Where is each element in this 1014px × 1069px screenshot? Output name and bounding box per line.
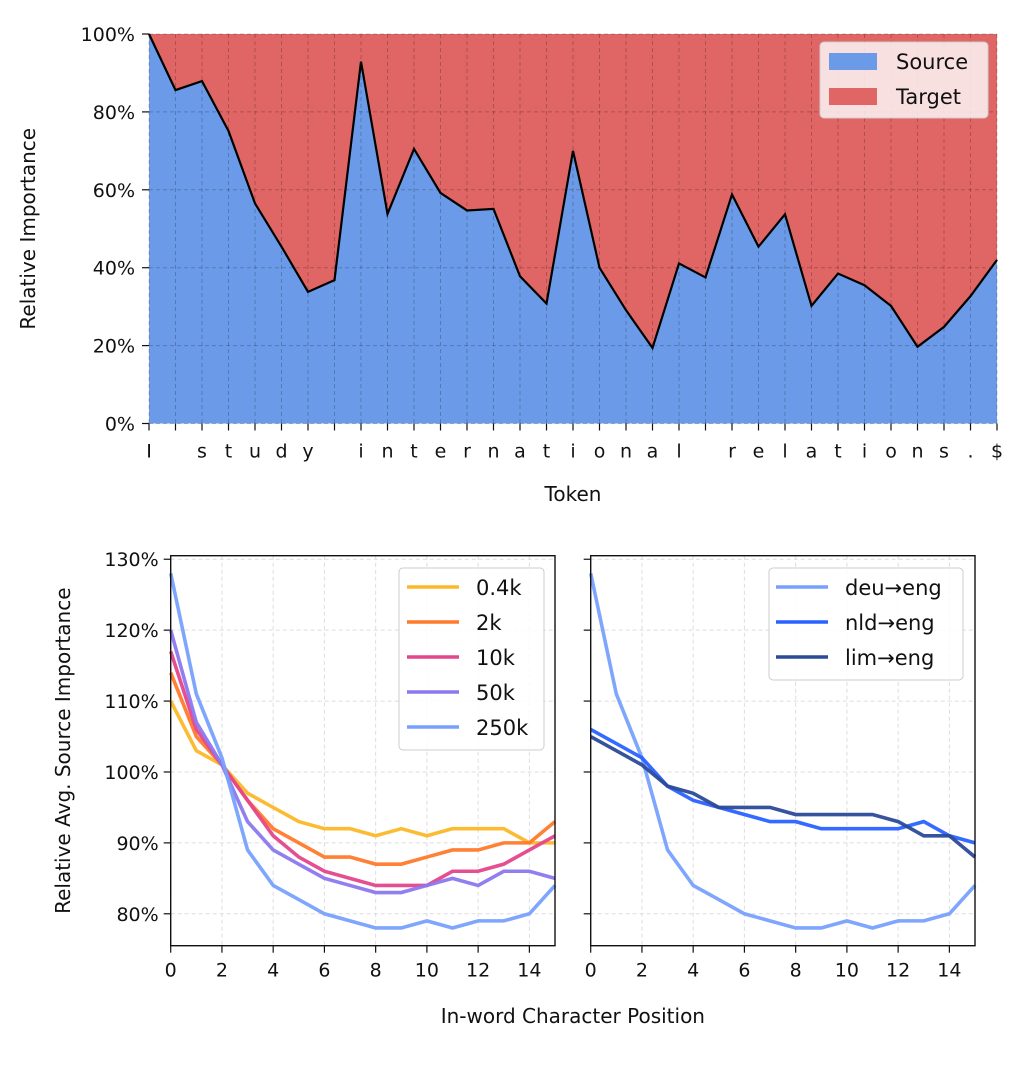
y-tick-label: 0% bbox=[105, 414, 135, 436]
x-tick-label: 12 bbox=[466, 960, 490, 982]
x-tick-label: t bbox=[225, 441, 232, 463]
legend-swatch-source bbox=[829, 53, 877, 70]
legend-label: 2k bbox=[476, 611, 502, 635]
y-tick-label: 100% bbox=[81, 24, 135, 46]
x-tick-label: o bbox=[885, 441, 897, 463]
x-tick-label: 8 bbox=[790, 960, 802, 982]
legend-swatch-target bbox=[829, 88, 877, 105]
x-tick-label: n bbox=[487, 441, 499, 463]
x-tick-label: e bbox=[435, 441, 447, 463]
bottom-left-line-chart: 0 2 4 6 8 10 12 14 80% 90% 100% 110% 120% 130% 0.4k 2k 1… bbox=[51, 549, 705, 1028]
x-tick-label: 6 bbox=[318, 960, 330, 982]
legend-label: deu→eng bbox=[845, 576, 942, 600]
x-axis-label: In-word Character Position bbox=[441, 1004, 705, 1028]
y-tick-label: 20% bbox=[93, 336, 135, 358]
x-tick-label: . bbox=[967, 441, 973, 463]
x-tick-label: 2 bbox=[216, 960, 228, 982]
x-axis-label: Token bbox=[544, 482, 602, 506]
x-tick-label: r bbox=[728, 441, 736, 463]
y-tick-label: 80% bbox=[93, 102, 135, 124]
x-tick-label: 2 bbox=[636, 960, 648, 982]
x-tick-label: a bbox=[806, 441, 818, 463]
series-line-0-4k bbox=[169, 700, 555, 845]
x-tick-label: l bbox=[782, 441, 787, 463]
x-tick-label: 4 bbox=[267, 960, 279, 982]
x-tick-label: 8 bbox=[370, 960, 382, 982]
x-tick-label: t bbox=[543, 441, 550, 463]
legend-label-source: Source bbox=[896, 50, 968, 74]
series-line-lim-eng bbox=[589, 734, 977, 859]
legend-label: 0.4k bbox=[476, 576, 522, 600]
x-tick-label: n bbox=[911, 441, 923, 463]
x-tick-label: 0 bbox=[165, 960, 177, 982]
x-tick-label: t bbox=[834, 441, 841, 463]
x-tick-label: 10 bbox=[415, 960, 439, 982]
y-tick-label: 90% bbox=[116, 833, 158, 855]
legend-label: lim→eng bbox=[845, 646, 934, 670]
x-tick-label: e bbox=[753, 441, 765, 463]
legend-label-target: Target bbox=[895, 85, 961, 109]
x-tick-label: u bbox=[249, 441, 261, 463]
series-line-250k bbox=[168, 573, 557, 930]
x-tick-label: n bbox=[620, 441, 632, 463]
series-line-nld-eng bbox=[589, 727, 976, 845]
x-tick-label: 12 bbox=[886, 960, 910, 982]
x-tick-label: 14 bbox=[517, 960, 541, 982]
x-tick-label: t bbox=[410, 441, 417, 463]
y-tick-label: 60% bbox=[93, 180, 135, 202]
x-tick-label: l bbox=[676, 441, 681, 463]
x-tick-label: o bbox=[594, 441, 606, 463]
x-tick-label: i bbox=[862, 441, 867, 463]
x-tick-label: 0 bbox=[585, 960, 597, 982]
y-axis-label: Relative Avg. Source Importance bbox=[51, 587, 75, 913]
x-tick-label: d bbox=[275, 441, 287, 463]
boundary-line bbox=[148, 33, 998, 351]
x-tick-label: y bbox=[302, 441, 313, 463]
legend-label: 250k bbox=[476, 716, 529, 740]
y-tick-label: 100% bbox=[104, 762, 158, 784]
x-tick-label: 4 bbox=[687, 960, 699, 982]
x-tick-label: s bbox=[939, 441, 949, 463]
axes-frame bbox=[169, 555, 556, 947]
y-tick-label: 40% bbox=[93, 258, 135, 280]
legend-box bbox=[398, 567, 545, 751]
legend-box bbox=[768, 567, 964, 681]
legend-label: nld→eng bbox=[845, 611, 935, 635]
legend-label: 50k bbox=[476, 681, 516, 705]
x-tick-label: 10 bbox=[835, 960, 859, 982]
x-tick-label: r bbox=[463, 441, 471, 463]
legend-label: 10k bbox=[476, 646, 516, 670]
y-axis-label: Relative Importance bbox=[16, 128, 40, 330]
y-tick-label: 110% bbox=[104, 691, 158, 713]
axes-frame bbox=[590, 555, 976, 947]
x-tick-label: $ bbox=[991, 441, 1003, 463]
x-tick-label: s bbox=[197, 441, 207, 463]
x-tick-label: 14 bbox=[937, 960, 961, 982]
source-area bbox=[149, 34, 997, 424]
y-tick-label: 130% bbox=[104, 549, 158, 571]
x-tick-label: a bbox=[647, 441, 659, 463]
y-tick-label: 120% bbox=[104, 620, 158, 642]
series-line-50k bbox=[168, 629, 556, 895]
y-tick-label: 80% bbox=[116, 904, 158, 926]
x-tick-label: a bbox=[514, 441, 526, 463]
x-tick-label: i bbox=[358, 441, 363, 463]
bottom-right-line-chart: 0 2 4 6 8 10 12 14 deu→eng nld→eng lim→eng bbox=[583, 555, 977, 982]
series-line-deu-eng bbox=[588, 573, 977, 930]
x-tick-label: n bbox=[381, 441, 393, 463]
x-tick-label: 6 bbox=[738, 960, 750, 982]
x-tick-label: I bbox=[146, 441, 152, 463]
series-line-10k bbox=[168, 650, 556, 888]
x-tick-label: i bbox=[570, 441, 575, 463]
